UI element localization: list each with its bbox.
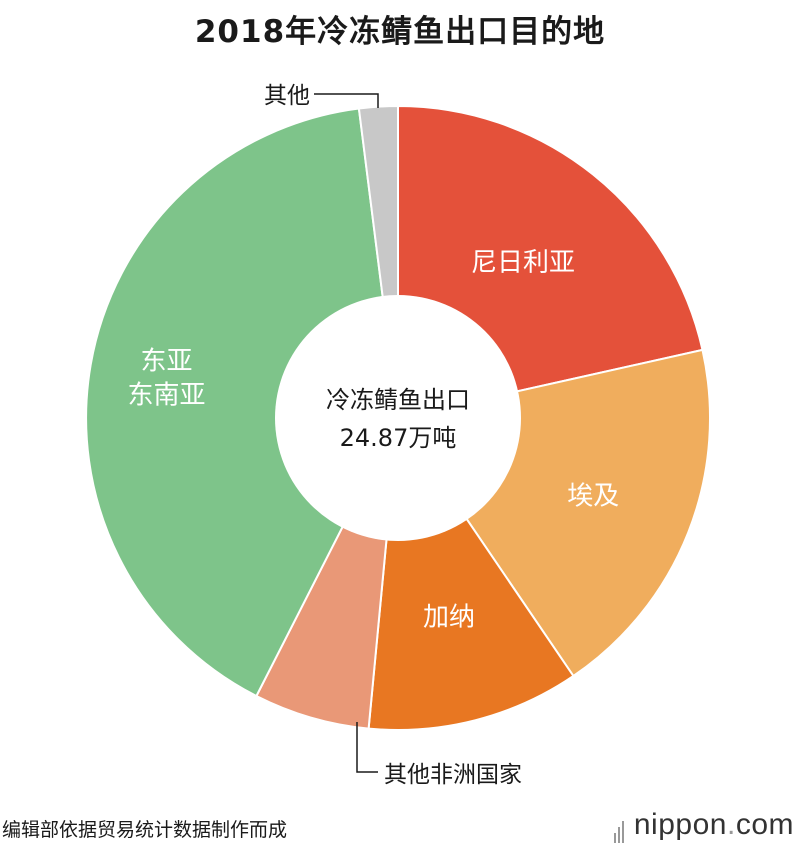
chart-title: 2018年冷冻鲭鱼出口目的地: [194, 14, 606, 50]
brand-name: nippon: [633, 808, 727, 841]
slice-东亚-东南亚: [85, 107, 400, 698]
brand-dot: .: [726, 808, 736, 841]
slice-group: [85, 104, 711, 731]
brand-tld: com: [735, 808, 794, 841]
brand-logo: nippon.com: [613, 808, 794, 844]
slice-label-埃及: 埃及: [567, 481, 619, 511]
center-label-line1: 冷冻鲭鱼出口: [326, 386, 470, 414]
leader-line-其他: [314, 93, 379, 108]
slice-label-加纳: 加纳: [423, 603, 475, 633]
leader-lines: [314, 93, 379, 773]
leader-line-其他非洲国家: [356, 722, 378, 773]
logo-bars-icon: [613, 809, 626, 844]
outer-label-其他非洲国家: 其他非洲国家: [384, 762, 522, 788]
donut-hole: [275, 295, 521, 541]
outer-label-其他: 其他: [264, 83, 310, 109]
source-note: 编辑部依据贸易统计数据制作而成: [2, 819, 288, 841]
slice-label-尼日利亚: 尼日利亚: [471, 248, 575, 278]
center-label-line2: 24.87万吨: [340, 424, 457, 452]
slice-label-东亚-东南亚: 东亚东南亚: [127, 347, 205, 411]
